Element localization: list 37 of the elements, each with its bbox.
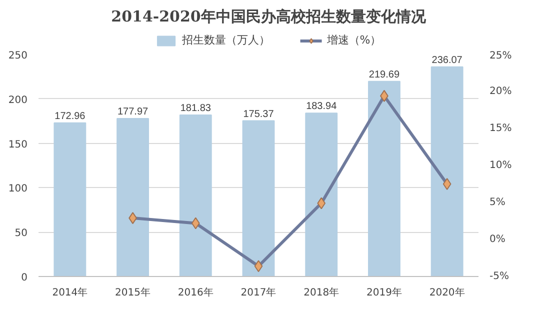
y2-tick-label: 25% (490, 50, 512, 62)
bar (116, 118, 149, 276)
y-tick-label: 150 (8, 139, 28, 150)
bar (430, 66, 464, 276)
data-label: 219.69 (368, 69, 400, 80)
data-label: 183.94 (306, 101, 338, 112)
x-tick-label: 2020年 (429, 286, 465, 298)
y-tick-label: 200 (8, 94, 28, 106)
y2-tick-label: 15% (490, 123, 512, 134)
data-label: 175.37 (243, 108, 274, 120)
bar (368, 80, 400, 276)
y2-tick-label: 20% (490, 86, 512, 97)
x-tick-label: 2019年 (366, 286, 402, 298)
data-label: 236.07 (432, 54, 463, 66)
x-tick-label: 2016年 (178, 286, 214, 298)
y-tick-label: 250 (8, 50, 28, 62)
y2-tick-label: 5% (490, 197, 506, 208)
y2-tick-label: 10% (490, 160, 512, 171)
y-tick-label: 0 (21, 272, 28, 284)
data-label: 181.83 (180, 103, 212, 114)
y-tick-label: 50 (14, 228, 28, 240)
bar (179, 114, 212, 276)
bar (305, 112, 338, 276)
data-label: 172.96 (54, 110, 86, 122)
x-tick-label: 2018年 (304, 286, 340, 298)
x-tick-label: 2014年 (52, 286, 88, 298)
bar (242, 120, 275, 276)
legend-label: 招生数量（万人） (182, 32, 270, 48)
bar (54, 122, 86, 276)
y-tick-label: 100 (8, 184, 28, 195)
x-tick-label: 2017年 (240, 286, 276, 298)
data-label: 177.97 (117, 106, 149, 118)
y2-tick-label: -5% (490, 271, 509, 282)
x-tick-label: 2015年 (115, 286, 151, 298)
legend-label: 增速（%） (326, 32, 382, 48)
y2-tick-label: 0% (490, 234, 506, 245)
chart-title: 2014-2020年中国民办高校招生数量变化情况 (111, 8, 427, 26)
